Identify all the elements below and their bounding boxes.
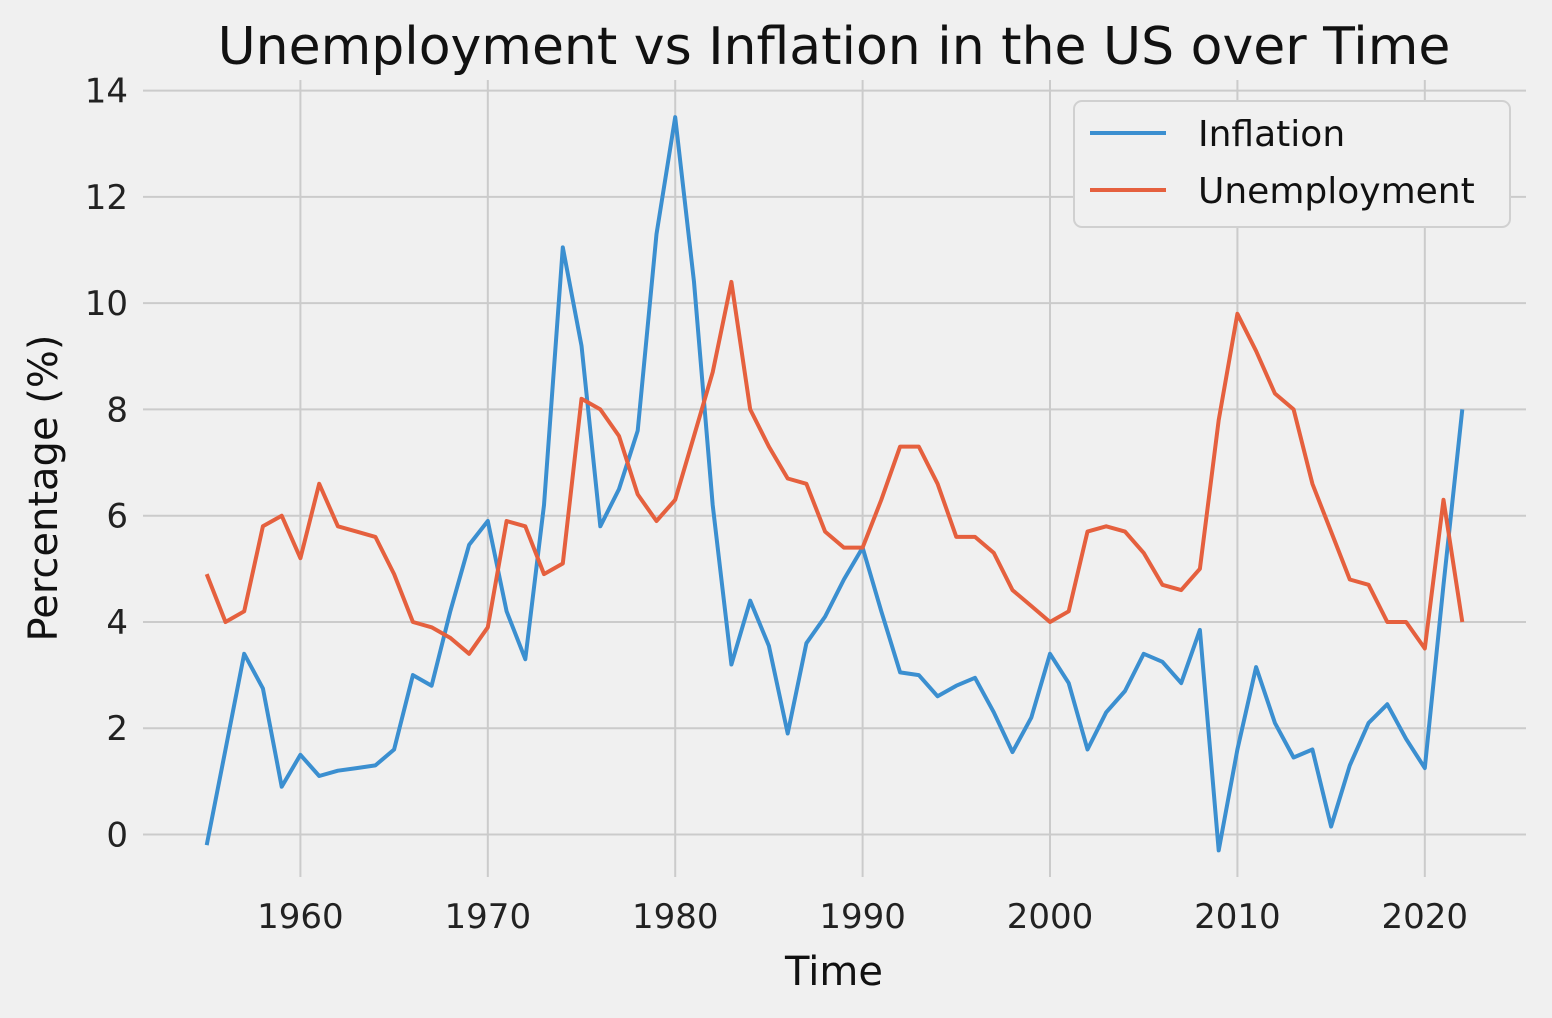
chart-title: Unemployment vs Inflation in the US over… — [218, 17, 1451, 77]
x-tick-label-1970: 1970 — [445, 897, 532, 937]
series-lines — [204, 115, 1465, 853]
y-tick-label-6: 6 — [106, 497, 128, 537]
tick-labels: 0 2 4 6 8 10 12 14 1960 1970 1980 1990 2000 2010 2020 — [85, 72, 1468, 937]
series-line-unemployment — [204, 279, 1465, 656]
y-tick-label-2: 2 — [106, 709, 128, 749]
legend-label-unemployment: Unemployment — [1198, 171, 1475, 212]
x-tick-label-1990: 1990 — [819, 897, 906, 937]
y-tick-label-0: 0 — [106, 815, 128, 855]
x-axis-title: Time — [784, 949, 883, 995]
series-line-inflation — [204, 115, 1465, 853]
y-tick-label-10: 10 — [85, 284, 128, 324]
y-tick-label-8: 8 — [106, 390, 128, 430]
legend: Inflation Unemployment — [1073, 100, 1511, 228]
legend-label-inflation: Inflation — [1198, 114, 1345, 155]
y-tick-label-14: 14 — [85, 72, 128, 112]
legend-box — [1073, 100, 1511, 228]
y-tick-label-12: 12 — [85, 178, 128, 218]
x-tick-label-2020: 2020 — [1382, 897, 1469, 937]
x-tick-label-2000: 2000 — [1007, 897, 1094, 937]
x-tick-label-1980: 1980 — [632, 897, 719, 937]
x-tick-label-1960: 1960 — [257, 897, 344, 937]
x-tick-label-2010: 2010 — [1194, 897, 1281, 937]
y-tick-label-4: 4 — [106, 603, 128, 643]
y-axis-title: Percentage (%) — [21, 335, 67, 642]
